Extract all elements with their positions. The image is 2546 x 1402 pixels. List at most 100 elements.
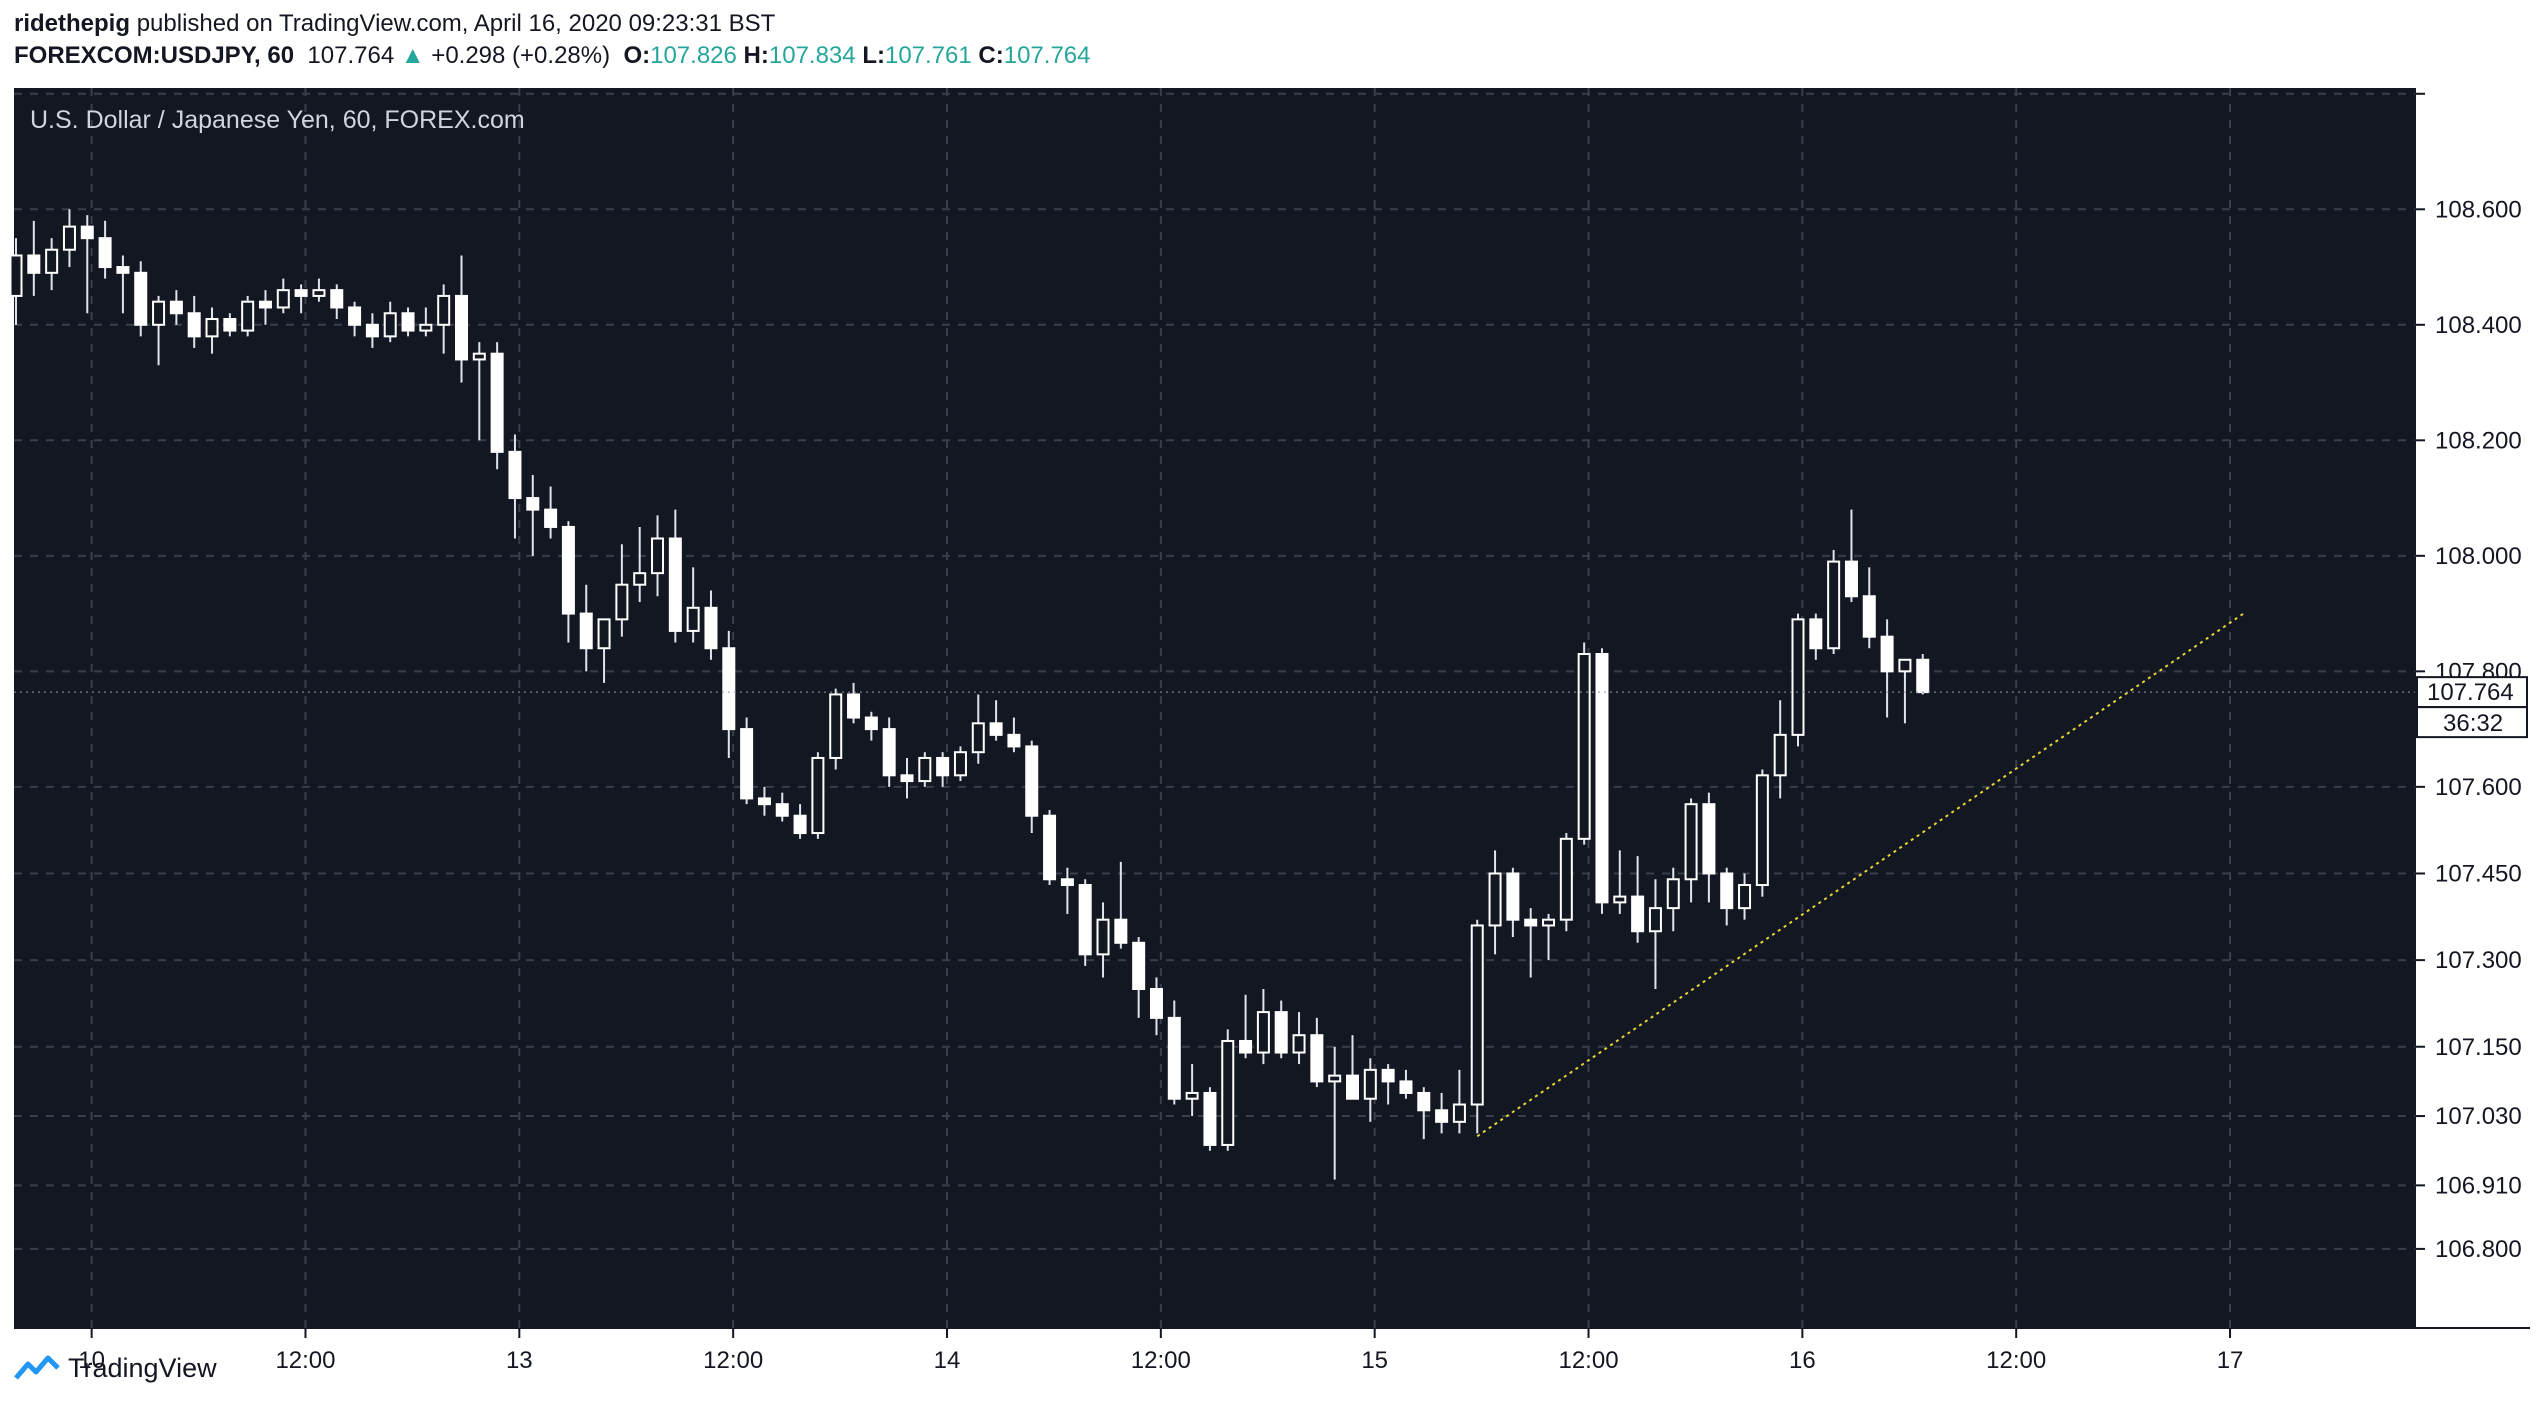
candle-body[interactable] [561,525,575,615]
candle-body[interactable] [1613,895,1627,904]
candle-body[interactable] [1167,1016,1181,1100]
candle-body[interactable] [241,300,255,332]
candle-body[interactable] [1043,814,1057,881]
candle-body[interactable] [455,294,468,361]
candle-body[interactable] [169,300,183,315]
candle-body[interactable] [1274,1011,1288,1054]
candle-body[interactable] [9,254,23,297]
candle-body[interactable] [864,716,878,731]
candle-body[interactable] [1096,918,1110,956]
candle-body[interactable] [383,312,397,338]
candle-body[interactable] [1025,745,1039,817]
candle-body[interactable] [1328,1074,1342,1083]
candle-body[interactable] [1524,918,1538,927]
candle-body[interactable] [847,693,861,719]
candle-body[interactable] [1452,1103,1466,1123]
candle-body[interactable] [1488,872,1502,927]
candle-body[interactable] [757,797,771,806]
candle-body[interactable] [437,294,451,326]
candle-body[interactable] [829,693,843,759]
candle-body[interactable] [1916,658,1930,694]
candle-body[interactable] [152,300,166,326]
candle-body[interactable] [722,647,736,731]
candle-body[interactable] [1007,733,1021,748]
trendline[interactable] [1476,612,2245,1138]
candle-body[interactable] [490,352,504,453]
candle-body[interactable] [419,323,433,332]
candle-body[interactable] [276,289,290,309]
candle-body[interactable] [1078,884,1092,956]
candle-body[interactable] [134,271,148,326]
candle-body[interactable] [258,300,272,309]
candle-body[interactable] [579,612,593,650]
candle-body[interactable] [1631,895,1645,933]
candle-body[interactable] [27,254,41,274]
candle-body[interactable] [953,751,967,777]
candle-body[interactable] [1809,618,1823,650]
candle-body[interactable] [116,266,130,274]
candle-body[interactable] [918,756,932,783]
candle-body[interactable] [1221,1039,1235,1146]
candle-body[interactable] [365,323,379,338]
candle-body[interactable] [1559,837,1573,921]
candle-body[interactable] [401,312,415,332]
candle-body[interactable] [472,352,486,361]
tradingview-branding[interactable]: TradingView [14,1348,217,1388]
candle-body[interactable] [1862,595,1876,638]
candle-body[interactable] [1702,803,1716,875]
candle-body[interactable] [80,225,94,240]
candle-body[interactable] [1684,803,1698,881]
candle-body[interactable] [508,450,522,500]
candle-body[interactable] [1417,1091,1431,1112]
candle-body[interactable] [1292,1034,1306,1054]
candle-body[interactable] [45,248,59,274]
candle-body[interactable] [1381,1068,1395,1083]
candle-body[interactable] [1346,1074,1359,1100]
candle-body[interactable] [1755,774,1769,887]
candle-body[interactable] [1132,941,1146,990]
candle-body[interactable] [348,306,362,326]
candle-body[interactable] [1506,872,1520,921]
candle-body[interactable] [544,508,558,528]
candle-body[interactable] [205,318,219,338]
candle-body[interactable] [98,237,112,269]
candle-body[interactable] [1844,560,1858,598]
candle-body[interactable] [1577,653,1591,840]
candle-body[interactable] [1149,987,1163,1019]
publisher-name[interactable]: ridethepig [14,10,131,37]
candle-body[interactable] [686,606,700,632]
candle-body[interactable] [1791,618,1805,736]
candle-body[interactable] [936,756,950,777]
candle-body[interactable] [1435,1109,1449,1123]
candle-body[interactable] [1827,560,1841,650]
candle-body[interactable] [1203,1091,1217,1146]
candle-body[interactable] [668,537,682,632]
candle-body[interactable] [294,289,308,297]
candle-body[interactable] [811,756,825,835]
candle-body[interactable] [1060,878,1074,887]
candle-body[interactable] [704,606,718,650]
candle-body[interactable] [1738,884,1752,910]
candle-body[interactable] [971,722,985,754]
candle-body[interactable] [900,774,914,783]
candle-body[interactable] [1898,658,1912,673]
candle-body[interactable] [989,722,1003,736]
candle-body[interactable] [1239,1039,1253,1054]
candle-body[interactable] [1470,924,1484,1106]
candle-body[interactable] [1648,907,1662,933]
candle-body[interactable] [615,583,629,621]
candle-body[interactable] [1720,872,1734,910]
candle-body[interactable] [62,225,76,251]
candle-body[interactable] [223,318,237,332]
candle-body[interactable] [1399,1080,1413,1094]
candle-body[interactable] [526,497,540,511]
candle-body[interactable] [1310,1034,1324,1083]
candle-body[interactable] [1595,653,1609,904]
candle-body[interactable] [793,814,807,835]
candle-body[interactable] [651,537,665,575]
candle-body[interactable] [330,289,344,309]
candle-body[interactable] [1114,918,1128,944]
candle-body[interactable] [775,803,789,817]
candle-body[interactable] [1542,918,1556,927]
